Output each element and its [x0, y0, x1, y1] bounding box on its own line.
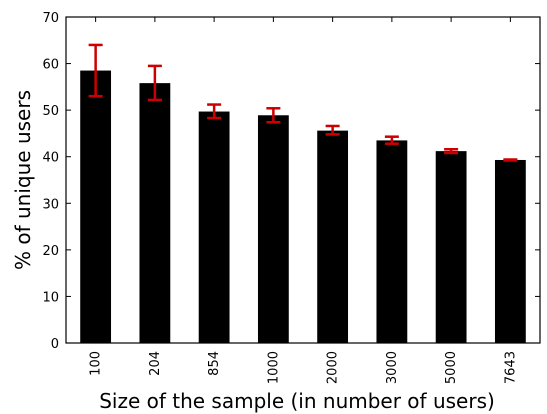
y-tick-label: 40 — [42, 151, 59, 166]
y-tick-label: 60 — [42, 58, 59, 73]
y-tick-label: 0 — [51, 337, 59, 352]
bars-group — [80, 70, 526, 344]
bar-7643 — [494, 159, 526, 343]
error-bar-1000 — [266, 107, 281, 124]
error-bar-2000 — [325, 124, 340, 136]
error-bar-5000 — [444, 148, 459, 155]
x-tick-label: 5000 — [444, 351, 459, 384]
error-bar-204 — [147, 64, 162, 102]
x-ticks-group: 100 204 854 1000 2000 3000 5000 7643 — [89, 17, 518, 384]
bar-5000 — [435, 151, 467, 343]
bar-1000 — [257, 115, 289, 344]
y-tick-label: 50 — [42, 104, 59, 119]
y-tick-label: 30 — [42, 197, 59, 212]
x-tick-label: 2000 — [326, 351, 341, 384]
x-tick-label: 100 — [89, 351, 104, 376]
x-axis-title: Size of the sample (in number of users) — [99, 389, 495, 413]
error-bars-group — [88, 43, 518, 162]
y-axis-title: % of unique users — [11, 90, 35, 270]
bar-854 — [198, 111, 230, 343]
y-ticks-group: 0 10 20 30 40 50 60 70 — [42, 11, 540, 352]
bar-204 — [139, 83, 171, 343]
x-tick-label: 3000 — [385, 351, 400, 384]
x-tick-label: 1000 — [266, 351, 281, 384]
error-bar-7643 — [503, 158, 518, 162]
x-tick-label: 204 — [148, 351, 163, 376]
error-bar-854 — [207, 103, 222, 120]
bar-2000 — [317, 130, 349, 343]
x-tick-label: 854 — [207, 351, 222, 376]
y-tick-label: 20 — [42, 244, 59, 259]
bar-3000 — [376, 140, 408, 343]
y-tick-label: 10 — [42, 290, 59, 305]
axes-group — [65, 16, 541, 344]
error-bar-100 — [88, 43, 103, 98]
error-bar-3000 — [384, 135, 399, 145]
x-tick-label: 7643 — [503, 351, 518, 384]
plot-frame — [65, 16, 541, 344]
y-tick-label: 70 — [42, 11, 59, 26]
bar-100 — [80, 70, 112, 343]
